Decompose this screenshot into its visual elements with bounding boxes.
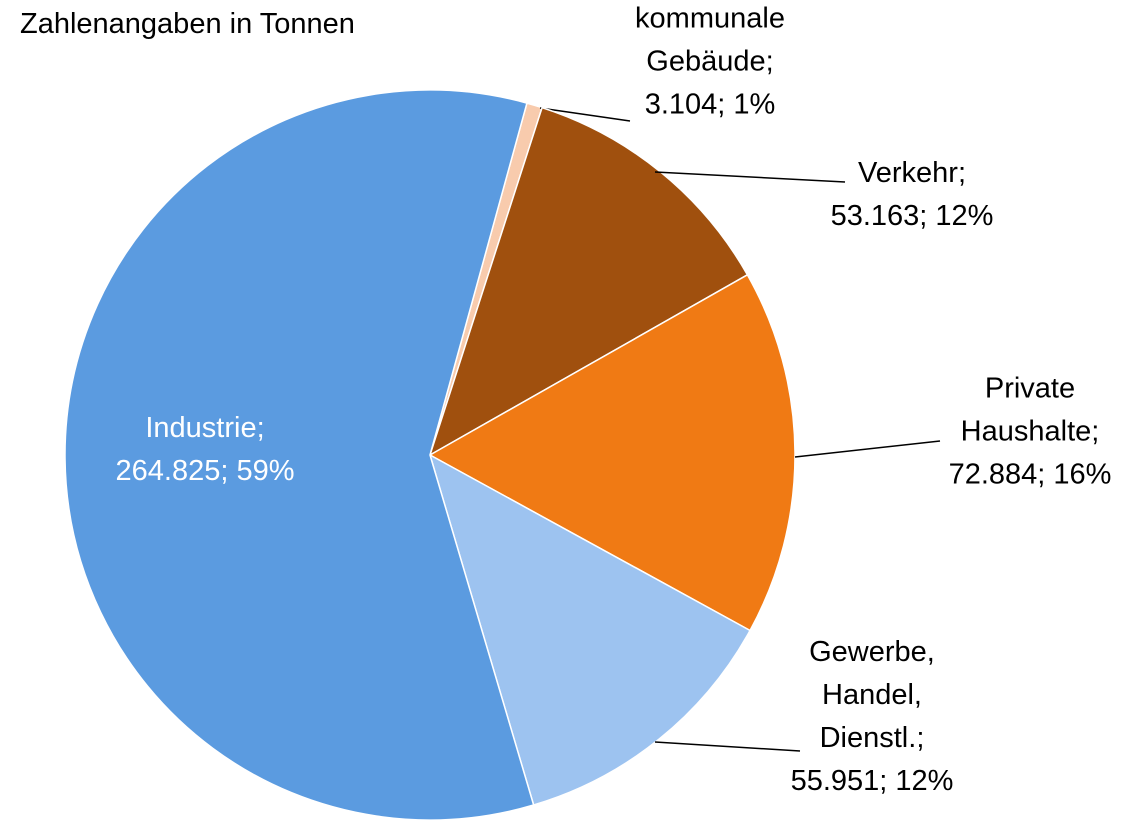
data-label: Gewerbe, Handel, Dienstl.; 55.951; 12% bbox=[777, 631, 967, 803]
label-percent: 59% bbox=[236, 455, 295, 487]
label-value: 3.104 bbox=[644, 88, 718, 121]
pie-slice bbox=[428, 453, 752, 806]
label-separator: ; bbox=[916, 722, 925, 754]
label-value: 264.825 bbox=[115, 455, 221, 487]
label-separator: ; bbox=[919, 200, 928, 232]
label-category: Industrie bbox=[145, 412, 257, 444]
data-label: Industrie; 264.825; 59% bbox=[90, 407, 320, 493]
label-separator: ; bbox=[879, 765, 888, 797]
leader-line bbox=[654, 171, 846, 183]
label-separator: ; bbox=[957, 157, 966, 189]
label-separator: ; bbox=[1037, 458, 1046, 491]
label-separator: ; bbox=[765, 45, 774, 78]
chart-title: Zahlenangaben in Tonnen bbox=[20, 8, 355, 40]
pie-slice bbox=[428, 273, 796, 632]
label-category: kommunale Gebäude bbox=[635, 2, 785, 78]
pie-slice bbox=[64, 89, 535, 821]
label-category: Gewerbe, Handel, Dienstl. bbox=[809, 636, 935, 754]
label-percent: 16% bbox=[1053, 458, 1112, 491]
label-separator: ; bbox=[1091, 415, 1100, 448]
leader-line bbox=[539, 107, 631, 122]
data-label: kommunale Gebäude; 3.104; 1% bbox=[610, 0, 810, 127]
leader-line bbox=[794, 440, 941, 458]
label-value: 55.951 bbox=[790, 765, 880, 797]
label-category: Private Haushalte bbox=[960, 372, 1092, 448]
data-label: Verkehr; 53.163; 12% bbox=[802, 152, 1022, 238]
data-label: Private Haushalte; 72.884; 16% bbox=[935, 368, 1125, 497]
label-category: Verkehr bbox=[857, 157, 958, 189]
label-separator: ; bbox=[717, 88, 726, 121]
label-percent: 12% bbox=[895, 765, 954, 797]
label-percent: 12% bbox=[935, 200, 994, 232]
label-value: 72.884 bbox=[948, 458, 1038, 491]
label-separator: ; bbox=[220, 455, 229, 487]
label-value: 53.163 bbox=[830, 200, 920, 232]
label-percent: 1% bbox=[733, 88, 776, 121]
label-separator: ; bbox=[256, 412, 265, 444]
leader-line bbox=[654, 741, 801, 752]
